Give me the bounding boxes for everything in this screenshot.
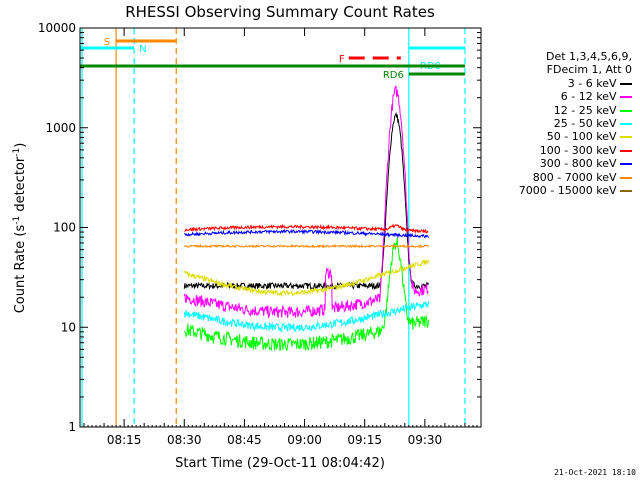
legend-entry-label: 6 - 12 keV: [560, 90, 620, 104]
axis-ticks: 08:15 08:30 08:45 09:00 09:15 09:30 1 10 100 1000…: [38, 21, 481, 447]
generated-timestamp: 21-Oct-2021 18:10: [554, 468, 636, 477]
legend-entry-label: 300 - 800 keV: [539, 157, 620, 171]
chart-title: RHESSI Observing Summary Count Rates: [125, 3, 435, 21]
legend-entry: 300 - 800 keV: [492, 157, 632, 170]
legend-swatch: [620, 136, 632, 139]
series-line-1: [183, 85, 429, 319]
legend-header-detectors: Det 1,3,4,5,6,9,: [545, 50, 632, 63]
legend-entry: 100 - 300 keV: [492, 144, 632, 157]
legend-entry: 12 - 25 keV: [492, 104, 632, 117]
legend-entry-label: 25 - 50 keV: [553, 117, 620, 131]
series-lines: [183, 85, 429, 352]
flag-label-n: N: [139, 44, 146, 55]
x-axis-label: Start Time (29-Oct-11 08:04:42): [175, 456, 385, 471]
y-tick-label: 1000: [45, 121, 76, 135]
legend: Det 1,3,4,5,6,9, FDecim 1, Att 0 3 - 6 k…: [492, 50, 632, 197]
legend-entry-label: 3 - 6 keV: [567, 76, 620, 90]
legend-swatch: [620, 96, 632, 99]
legend-entry: 800 - 7000 keV: [492, 171, 632, 184]
flag-label-rd6: RD6: [383, 70, 404, 81]
x-tick-label: 09:00: [287, 433, 322, 447]
legend-header-attenuator: FDecim 1, Att 0: [546, 63, 632, 77]
flag-label-f: F: [339, 54, 345, 65]
legend-entry: 6 - 12 keV: [492, 90, 632, 103]
legend-entry-label: 7000 - 15000 keV: [518, 184, 620, 198]
legend-entry-label: 800 - 7000 keV: [532, 170, 620, 184]
legend-swatch: [620, 82, 632, 85]
y-tick-label: 10: [61, 320, 76, 334]
series-line-2: [183, 237, 429, 352]
legend-entry: 25 - 50 keV: [492, 117, 632, 130]
legend-entry-label: 12 - 25 keV: [553, 103, 620, 117]
series-line-7: [184, 243, 429, 249]
series-line-3: [183, 301, 429, 333]
legend-swatch: [620, 123, 632, 126]
legend-swatch: [620, 109, 632, 112]
flag-label-s: S: [104, 37, 110, 48]
series-line-5: [184, 223, 429, 235]
legend-swatch: [620, 149, 632, 152]
x-tick-label: 08:30: [167, 433, 202, 447]
legend-entry: 50 - 100 keV: [492, 130, 632, 143]
y-tick-label: 10000: [38, 21, 76, 35]
legend-entry: 7000 - 15000 keV: [492, 184, 632, 197]
x-tick-label: 09:15: [347, 433, 382, 447]
legend-entry: 3 - 6 keV: [492, 77, 632, 90]
x-tick-label: 09:30: [408, 433, 443, 447]
y-tick-label: 100: [53, 221, 76, 235]
legend-items: 3 - 6 keV 6 - 12 keV 12 - 25 keV 25 - 50…: [492, 77, 632, 198]
series-line-4: [183, 259, 429, 298]
x-tick-label: 08:45: [227, 433, 262, 447]
legend-entry-label: 100 - 300 keV: [539, 143, 620, 157]
x-tick-label: 08:15: [107, 433, 142, 447]
y-tick-label: 1: [68, 420, 76, 434]
legend-entry-label: 50 - 100 keV: [546, 130, 620, 144]
legend-swatch: [620, 190, 632, 193]
series-line-6: [183, 228, 429, 239]
plot-frame: [79, 27, 482, 428]
legend-swatch: [620, 163, 632, 166]
y-axis-label: Count Rate (s-1 detector-1): [12, 143, 28, 314]
legend-swatch: [620, 176, 632, 179]
